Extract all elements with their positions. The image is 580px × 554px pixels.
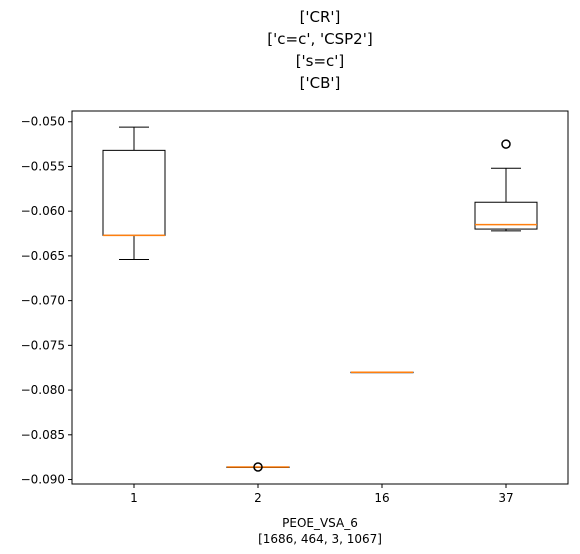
y-tick-label: −0.055 <box>21 159 65 173</box>
box-1 <box>102 126 166 260</box>
x-axis-label: PEOE_VSA_6 [1686, 464, 3, 1067] <box>258 516 382 546</box>
box-16 <box>350 371 414 374</box>
box-2 <box>226 462 290 472</box>
y-tick-label: −0.080 <box>21 383 65 397</box>
y-axis: −0.050 −0.055 −0.060 −0.065 −0.070 −0.075 −0.0… <box>21 115 72 487</box>
x-tick-label: 37 <box>498 491 513 505</box>
x-tick-label: 2 <box>254 491 262 505</box>
y-tick-label: −0.060 <box>21 204 65 218</box>
y-tick-label: −0.050 <box>21 115 65 129</box>
title-line: ['CR'] <box>300 8 341 26</box>
title-line: ['s=c'] <box>296 52 345 70</box>
x-axis-label-line: [1686, 464, 3, 1067] <box>258 532 382 546</box>
y-tick-label: −0.085 <box>21 428 65 442</box>
x-tick-label: 16 <box>374 491 389 505</box>
x-axis-label-line: PEOE_VSA_6 <box>282 516 358 530</box>
outlier-point <box>253 462 263 472</box>
box-series <box>102 126 538 472</box>
title-line: ['CB'] <box>300 74 341 92</box>
x-tick-label: 1 <box>130 491 138 505</box>
box-body <box>474 201 538 230</box>
y-tick-label: −0.090 <box>21 473 65 487</box>
y-tick-label: −0.070 <box>21 294 65 308</box>
outlier-point <box>501 139 511 149</box>
y-tick-label: −0.065 <box>21 249 65 263</box>
title-line: ['c=c', 'CSP2'] <box>267 30 372 48</box>
chart-title: ['CR'] ['c=c', 'CSP2'] ['s=c'] ['CB'] <box>267 8 372 92</box>
box-37 <box>474 139 538 232</box>
y-tick-label: −0.075 <box>21 338 65 352</box>
x-axis: 1 2 16 37 <box>130 484 514 505</box>
plot-area <box>71 110 569 485</box>
